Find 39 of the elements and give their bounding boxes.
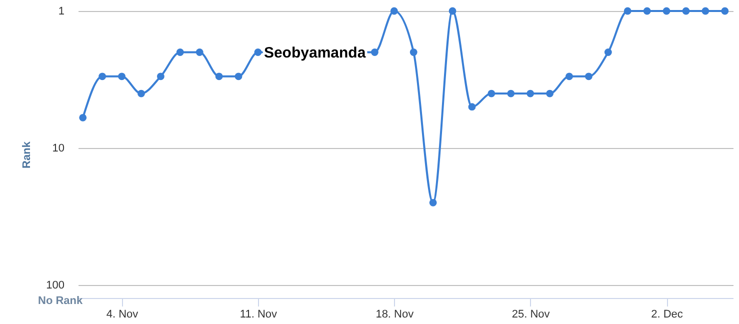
y-tick-label: 10 [52, 142, 64, 155]
point [234, 72, 242, 80]
point [546, 90, 554, 98]
point [507, 90, 515, 98]
point [566, 72, 573, 80]
point [526, 90, 534, 98]
point [468, 103, 476, 111]
point [429, 198, 437, 206]
x-tick-label: 2. Dec [651, 308, 684, 320]
point [390, 7, 398, 15]
point [682, 7, 690, 15]
x-tick-label: 25. Nov [512, 308, 550, 320]
x-tick-label: 4. Nov [106, 308, 139, 320]
x-tick-label: 18. Nov [376, 308, 414, 320]
point [98, 72, 106, 80]
point [79, 114, 87, 122]
y-tick-label: 100 [46, 280, 64, 292]
point [215, 72, 223, 80]
point [176, 48, 184, 56]
point [662, 7, 670, 15]
point [624, 7, 632, 15]
point [448, 7, 456, 15]
point [410, 48, 418, 56]
point [721, 7, 729, 15]
point [118, 72, 126, 80]
point [702, 7, 710, 15]
point [196, 48, 204, 56]
y-axis-title: Rank [21, 140, 34, 168]
point [488, 90, 496, 98]
point [138, 90, 145, 98]
point [604, 48, 612, 56]
x-tick-label: 11. Nov [240, 308, 278, 320]
point [370, 48, 378, 56]
annotation: No Rank [38, 295, 84, 307]
point [643, 7, 651, 15]
point [156, 72, 164, 80]
y-tick-label: 1 [58, 6, 64, 18]
point [254, 48, 262, 56]
point [584, 72, 592, 80]
